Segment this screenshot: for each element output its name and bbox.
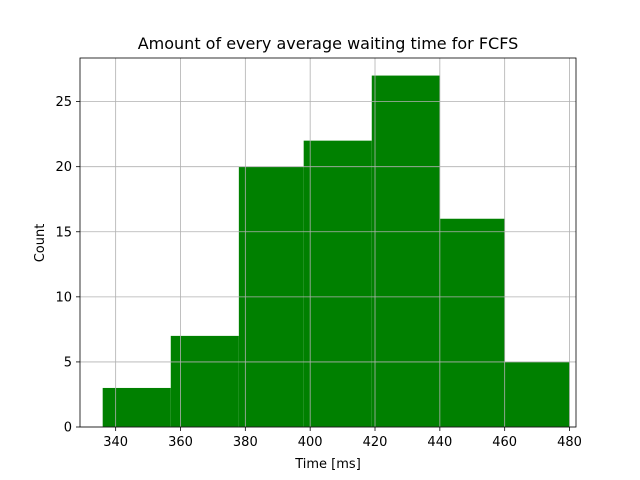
x-tick-label: 360 bbox=[168, 435, 193, 450]
histogram-bar bbox=[170, 335, 239, 427]
histogram-bar bbox=[504, 361, 570, 427]
y-tick-label: 20 bbox=[55, 160, 72, 175]
histogram-bar bbox=[102, 387, 171, 427]
x-tick-label: 440 bbox=[427, 435, 452, 450]
y-tick-label: 25 bbox=[55, 95, 72, 110]
y-axis-label: Count bbox=[33, 224, 48, 263]
x-tick-label: 460 bbox=[492, 435, 517, 450]
plot-frame bbox=[79, 57, 577, 428]
x-tick-label: 420 bbox=[363, 435, 388, 450]
histogram-bar bbox=[371, 75, 440, 428]
histogram-bars bbox=[102, 75, 570, 428]
chart-title: Amount of every average waiting time for… bbox=[138, 34, 519, 53]
x-tick-label: 380 bbox=[233, 435, 258, 450]
axis-ticks: 340 360 380 400 420 440 460 480 0 5 10 15 20 25 bbox=[55, 95, 581, 450]
y-tick-label: 0 bbox=[64, 421, 72, 436]
histogram-bar bbox=[439, 218, 505, 427]
x-tick-label: 340 bbox=[103, 435, 128, 450]
x-tick-label: 400 bbox=[298, 435, 323, 450]
x-axis-label: Time [ms] bbox=[294, 457, 361, 472]
y-tick-label: 10 bbox=[55, 290, 72, 305]
y-tick-label: 15 bbox=[55, 225, 72, 240]
x-tick-label: 480 bbox=[557, 435, 582, 450]
y-tick-label: 5 bbox=[64, 355, 72, 370]
histogram-bar bbox=[303, 140, 372, 427]
